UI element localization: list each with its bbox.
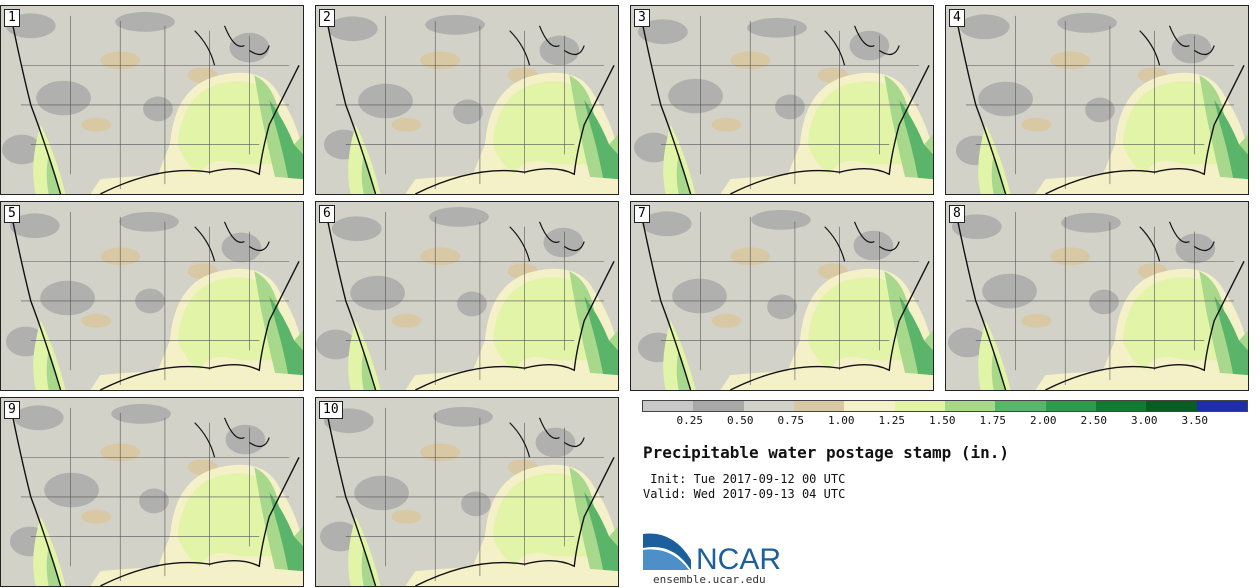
legend-swatch — [894, 401, 945, 411]
panel-3: 3 — [630, 5, 934, 195]
panel-label: 3 — [634, 9, 650, 27]
legend-tick: 2.50 — [1080, 414, 1108, 427]
color-legend — [642, 400, 1248, 412]
panel-label: 8 — [949, 205, 965, 223]
panel-1: 1 — [0, 5, 304, 195]
pw-map — [316, 398, 618, 586]
pw-map — [316, 6, 618, 194]
panel-label: 5 — [4, 205, 20, 223]
legend-tick: 0.50 — [727, 414, 754, 427]
panel-6: 6 — [315, 201, 619, 391]
pw-map — [631, 202, 933, 390]
legend-tick: 2.00 — [1030, 414, 1057, 427]
legend-swatch — [944, 401, 996, 411]
pw-map — [1, 6, 303, 194]
legend-tick: 0.25 — [676, 414, 704, 427]
panel-label: 9 — [4, 401, 20, 419]
panel-7: 7 — [630, 201, 934, 391]
panel-9: 9 — [0, 397, 304, 587]
panel-label: 7 — [634, 205, 650, 223]
legend-swatch — [743, 401, 794, 411]
pw-map — [946, 6, 1248, 194]
legend-tick: 1.00 — [828, 414, 855, 427]
panel-label: 6 — [319, 205, 335, 223]
pw-map — [1, 202, 303, 390]
pw-map — [1, 398, 303, 586]
legend-swatch — [793, 401, 845, 411]
legend-swatch — [693, 401, 744, 411]
legend-tick: 0.75 — [777, 414, 805, 427]
panel-4: 4 — [945, 5, 1249, 195]
pw-map — [631, 6, 933, 194]
ncar-logo: NCAR — [643, 533, 781, 574]
panel-10: 10 — [315, 397, 619, 587]
pw-map — [316, 202, 618, 390]
panel-2: 2 — [315, 5, 619, 195]
init-time: Init: Tue 2017-09-12 00 UTC — [643, 472, 846, 486]
legend-swatch — [643, 401, 694, 411]
legend-tick: 1.25 — [878, 414, 906, 427]
panel-5: 5 — [0, 201, 304, 391]
legend-swatch — [844, 401, 895, 411]
valid-time: Valid: Wed 2017-09-13 04 UTC — [643, 487, 846, 501]
svg-text:NCAR: NCAR — [696, 543, 781, 574]
legend-tick: 1.50 — [929, 414, 956, 427]
map-title: Precipitable water postage stamp (in.) — [643, 443, 1010, 462]
site-url: ensemble.ucar.edu — [653, 573, 766, 586]
legend-ticks: 0.25 0.50 0.75 1.00 1.25 1.50 1.75 2.00 2.50 3.00… — [630, 414, 1260, 430]
legend-swatch — [1095, 401, 1147, 411]
legend-tick: 1.75 — [979, 414, 1007, 427]
panel-8: 8 — [945, 201, 1249, 391]
panel-label: 10 — [319, 401, 343, 419]
legend-tick: 3.50 — [1181, 414, 1209, 427]
pw-map — [946, 202, 1248, 390]
legend-swatch — [1146, 401, 1197, 411]
legend-swatch — [995, 401, 1046, 411]
legend-swatch — [1196, 401, 1247, 411]
panel-label: 1 — [4, 9, 20, 27]
panel-label: 4 — [949, 9, 965, 27]
legend-swatch — [1045, 401, 1096, 411]
panel-label: 2 — [319, 9, 335, 27]
legend-tick: 3.00 — [1131, 414, 1158, 427]
